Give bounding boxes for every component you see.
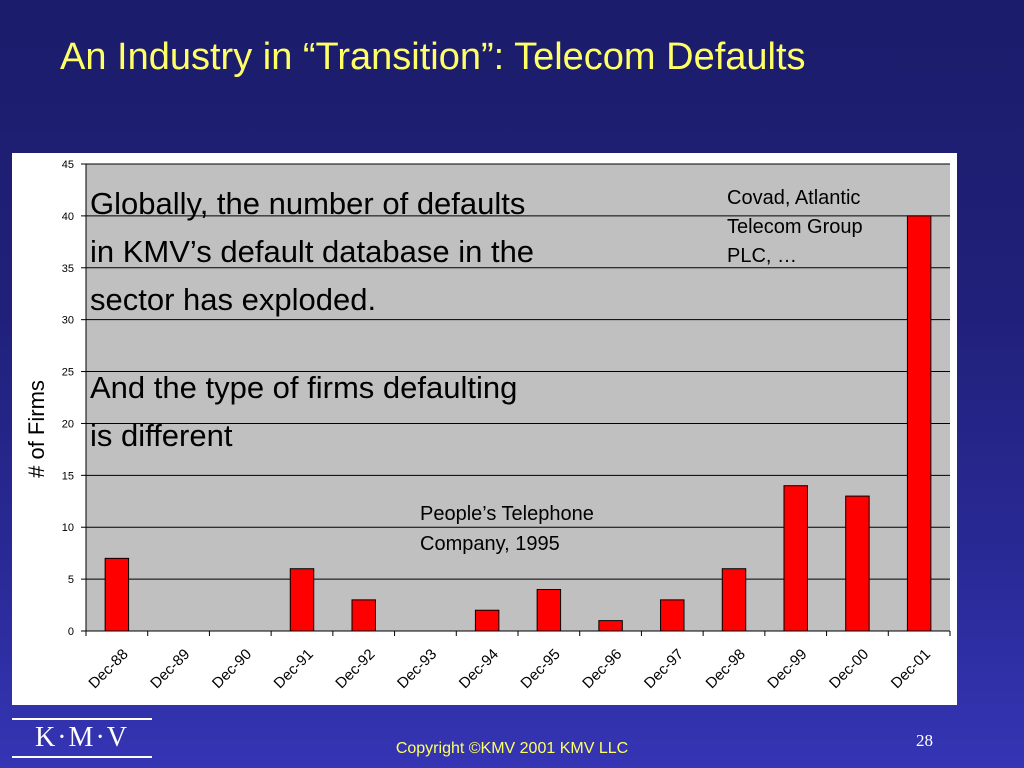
annotation-line: Telecom Group <box>727 216 863 238</box>
bar <box>598 620 623 632</box>
y-tick-label: 15 <box>62 470 74 482</box>
bar <box>536 588 562 632</box>
y-tick-label: 40 <box>62 211 74 223</box>
x-tick-label: Dec-96 <box>579 646 625 692</box>
slide-title: An Industry in “Transition”: Telecom Def… <box>60 36 806 78</box>
x-tick-label: Dec-94 <box>456 646 502 692</box>
main-annotation: Globally, the number of defaults in KMV’… <box>90 180 534 460</box>
y-tick-label: 30 <box>62 315 74 327</box>
annotation-line: PLC, … <box>727 245 798 267</box>
copyright-text: Copyright ©KMV 2001 KMV LLC <box>395 740 629 757</box>
x-tick-label: Dec-93 <box>394 646 440 692</box>
x-tick-label: Dec-98 <box>703 646 749 692</box>
annotation-line: And the type of firms defaulting <box>90 370 518 405</box>
y-tick-label: 20 <box>62 418 74 430</box>
bar <box>351 599 376 632</box>
y-tick-label: 25 <box>62 367 74 379</box>
x-tick-label: Dec-99 <box>764 646 810 692</box>
bar <box>906 215 932 632</box>
annotation-line: is different <box>90 418 233 453</box>
y-tick-labels: 0 5 10 15 20 25 30 35 40 45 <box>62 159 86 638</box>
x-tick-label: Dec-91 <box>271 646 317 692</box>
bar <box>289 568 315 632</box>
annotation-line: Covad, Atlantic <box>727 187 861 209</box>
y-tick-label: 10 <box>62 522 74 534</box>
axes <box>85 164 951 636</box>
kmv-logo: K·M·V <box>12 718 152 758</box>
y-axis-label: # of Firms <box>24 380 49 478</box>
bar <box>104 557 130 632</box>
bar <box>474 609 500 632</box>
covad-annotation: Covad, Atlantic Telecom Group PLC, … <box>727 184 863 271</box>
annotation-line: Company, 1995 <box>420 533 560 555</box>
bar <box>845 495 870 632</box>
annotation-line: sector has exploded. <box>90 282 377 317</box>
y-tick-label: 0 <box>68 626 74 638</box>
bar <box>721 568 747 632</box>
page-number: 28 <box>916 731 933 750</box>
x-tick-labels: Dec-88 Dec-89 Dec-90 Dec-91 Dec-92 Dec-93 Dec-… <box>85 646 934 692</box>
x-tick-label: Dec-00 <box>826 646 872 692</box>
bar <box>660 599 685 632</box>
x-tick-label: Dec-92 <box>332 646 378 692</box>
annotation-line: in KMV’s default database in the <box>90 234 535 269</box>
x-tick-label: Dec-89 <box>147 646 193 692</box>
bars <box>104 215 932 632</box>
x-tick-label: Dec-90 <box>209 646 255 692</box>
x-tick-label: Dec-01 <box>888 646 934 692</box>
y-tick-label: 45 <box>62 159 74 171</box>
x-tick-label: Dec-95 <box>517 646 563 692</box>
logo-text: K·M·V <box>35 722 129 753</box>
x-tick-label: Dec-88 <box>85 646 131 692</box>
people-telephone-annotation: People’s Telephone Company, 1995 <box>420 499 594 559</box>
y-tick-label: 35 <box>62 263 74 275</box>
annotation-line: Globally, the number of defaults <box>90 186 526 221</box>
annotation-line: People’s Telephone <box>420 503 594 525</box>
y-tick-label: 5 <box>68 574 74 586</box>
bar <box>783 485 808 632</box>
x-tick-label: Dec-97 <box>641 646 687 692</box>
